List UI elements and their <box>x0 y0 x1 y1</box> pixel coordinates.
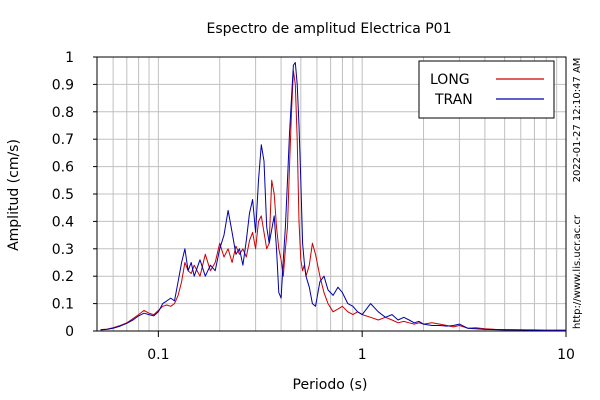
y-tick-label: 0.7 <box>52 132 74 148</box>
y-tick-label: 0.3 <box>52 242 74 258</box>
y-tick-label: 0 <box>65 324 74 340</box>
x-tick-label: 0.1 <box>147 347 169 363</box>
series-layer <box>100 62 566 331</box>
y-tick-label: 0.1 <box>52 297 74 313</box>
y-axis-label: Amplitud (cm/s) <box>6 139 22 251</box>
y-axis-ticks: 0 0.1 0.2 0.3 0.4 0.5 0.6 0.7 0.8 0.9 1 <box>52 50 97 340</box>
x-axis-ticks: 0.1 1 10 <box>147 331 575 363</box>
y-tick-label: 0.6 <box>52 160 74 176</box>
x-axis-label: Periodo (s) <box>293 377 368 393</box>
legend-label-long: LONG <box>430 72 470 88</box>
series-line-tran <box>100 62 566 331</box>
y-tick-label: 0.8 <box>52 105 74 121</box>
y-tick-label: 0.2 <box>52 269 74 285</box>
x-tick-label: 10 <box>557 347 575 363</box>
y-tick-label: 0.9 <box>52 77 74 93</box>
url-text: http://www.lis.ucr.ac.cr <box>572 214 583 329</box>
timestamp-text: 2022-01-27 12:10:47 AM <box>572 58 583 183</box>
y-tick-label: 1 <box>65 50 74 66</box>
y-tick-label: 0.4 <box>52 214 74 230</box>
legend-box <box>418 60 555 119</box>
grid <box>96 56 566 332</box>
legend-label-tran: TRAN <box>434 92 473 108</box>
x-tick-label: 1 <box>358 347 367 363</box>
chart-title: Espectro de amplitud Electrica P01 <box>207 21 452 37</box>
series-line-long <box>100 70 566 331</box>
legend: LONG TRAN <box>418 60 555 119</box>
y-tick-label: 0.5 <box>52 187 74 203</box>
